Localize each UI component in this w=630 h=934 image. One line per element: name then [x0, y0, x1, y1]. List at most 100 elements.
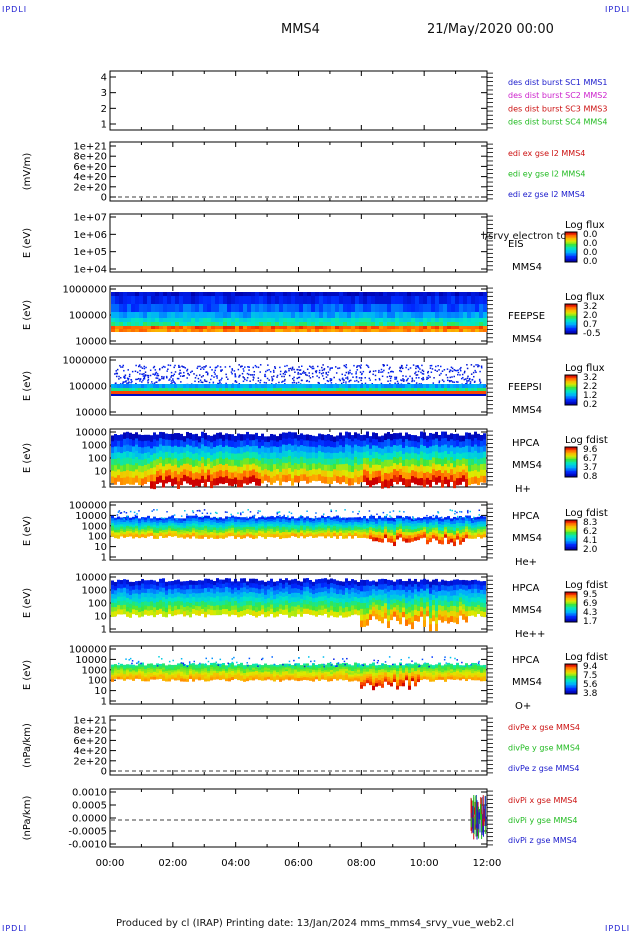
spectrogram-cell: [135, 432, 138, 440]
spectrogram-cell: [378, 371, 380, 374]
spectrogram-cell: [203, 326, 207, 329]
spectrogram-cell: [396, 452, 399, 460]
spectrogram-cell: [247, 322, 251, 326]
spectrogram-cell: [189, 445, 192, 453]
spectrogram-cell: [264, 527, 267, 532]
spectrogram-cell: [297, 517, 300, 519]
spectrogram-cell: [465, 452, 468, 460]
spectrogram-cell: [179, 326, 183, 329]
spectrogram-cell: [162, 365, 165, 368]
spectrogram-cell: [320, 372, 323, 375]
spectrogram-cell: [147, 388, 150, 391]
spectrogram-cell: [459, 540, 462, 545]
colorbar-cell: [565, 472, 577, 475]
spectrogram-cell: [261, 451, 264, 459]
spectrogram-cell: [270, 516, 273, 520]
spectrogram-cell: [455, 329, 459, 332]
y-tick-label: 10000: [75, 511, 107, 522]
spectrogram-cell: [120, 605, 123, 611]
spectrogram-cell: [204, 592, 207, 599]
spectrogram-cell: [192, 479, 195, 488]
spectrogram-cell: [215, 375, 218, 377]
spectrogram-cell: [165, 599, 168, 605]
spectrogram-cell: [423, 432, 426, 440]
spectrogram-cell: [351, 296, 355, 304]
spectrogram-cell: [358, 377, 361, 379]
spectrogram-cell: [459, 322, 463, 326]
spectrogram-cell: [191, 312, 195, 318]
spectrogram-cell: [258, 448, 261, 456]
y-tick-label: 100: [88, 599, 107, 610]
spectrogram-cell: [207, 596, 210, 602]
spectrogram-cell: [321, 530, 324, 534]
spectrogram-cell: [479, 381, 482, 384]
spectrogram-cell: [279, 532, 282, 537]
spectrogram-cell: [138, 523, 141, 527]
spectrogram-cell: [453, 527, 456, 532]
spectrogram-cell: [243, 529, 246, 534]
spectrogram-cell: [343, 326, 347, 329]
spectrogram-cell: [411, 538, 414, 542]
colorbar-cell: [565, 536, 577, 539]
colorbar-cell: [565, 326, 577, 329]
spectrogram-cell: [138, 478, 141, 486]
spectrogram-cell: [117, 521, 120, 526]
spectrogram-cell: [216, 527, 219, 532]
spectrogram-cell: [198, 532, 201, 537]
spectrogram-cell: [195, 296, 199, 304]
spectrogram-cell: [336, 529, 339, 534]
y-tick-label: 0.0005: [72, 801, 107, 812]
spectrogram-cell: [480, 532, 483, 536]
spectrogram-cell: [361, 372, 363, 375]
spectrogram-cell: [350, 379, 352, 382]
spectrogram-cell: [234, 519, 237, 523]
colorbar-tick-label: 6.2: [583, 527, 597, 537]
spectrogram-cell: [465, 465, 468, 474]
spectrogram-cell: [159, 578, 162, 584]
spectrogram-cell: [177, 474, 180, 483]
spectrogram-cell: [438, 517, 441, 522]
spectrogram-cell: [403, 304, 407, 312]
spectrogram-cell: [207, 318, 211, 322]
spectrogram-cell: [358, 365, 360, 367]
spectrogram-cell: [199, 318, 203, 322]
spectrogram-cell: [123, 526, 126, 531]
spectrogram-cell: [471, 446, 474, 454]
spectrogram-cell: [177, 527, 180, 531]
spectrogram-cell: [420, 438, 423, 446]
spectrogram-cell: [247, 329, 251, 332]
colorbar-cell: [565, 605, 577, 608]
spectrogram-cell: [183, 532, 186, 537]
spectrogram-cell: [420, 520, 423, 524]
spectrogram-cell: [283, 322, 287, 326]
spectrogram-cell: [211, 369, 213, 371]
spectrogram-cell: [207, 604, 210, 611]
spectrogram-cell: [219, 451, 222, 459]
spectrogram-cell: [444, 438, 447, 446]
colorbar-cell: [565, 676, 577, 678]
spectrogram-cell: [384, 472, 387, 481]
spectrogram-cell: [384, 534, 387, 539]
spectrogram-cell: [390, 478, 393, 487]
spectrogram-cell: [345, 463, 348, 472]
spectrogram-cell: [415, 371, 417, 373]
spectrogram-cell: [414, 388, 417, 391]
spectrogram-cell: [347, 312, 351, 318]
spectrogram-cell: [201, 608, 204, 614]
spectrogram-cell: [480, 529, 483, 534]
spectrogram-cell: [210, 480, 213, 489]
spectrogram-cell: [387, 466, 390, 475]
spectrogram-cell: [360, 475, 363, 483]
spectrogram-cell: [379, 296, 383, 304]
colorbar-cell: [565, 610, 577, 612]
spectrogram-cell: [231, 304, 235, 312]
colorbar-cell: [565, 248, 577, 251]
spectrogram-cell: [192, 608, 195, 614]
spectrogram-cell: [127, 322, 131, 326]
spectrogram-cell: [396, 439, 399, 447]
spectrogram-cell: [225, 439, 228, 447]
spectrogram-cell: [462, 529, 465, 534]
spectrogram-cell: [338, 378, 341, 381]
y-tick-label: 100000: [69, 382, 107, 393]
spectrogram-cell: [415, 377, 418, 379]
